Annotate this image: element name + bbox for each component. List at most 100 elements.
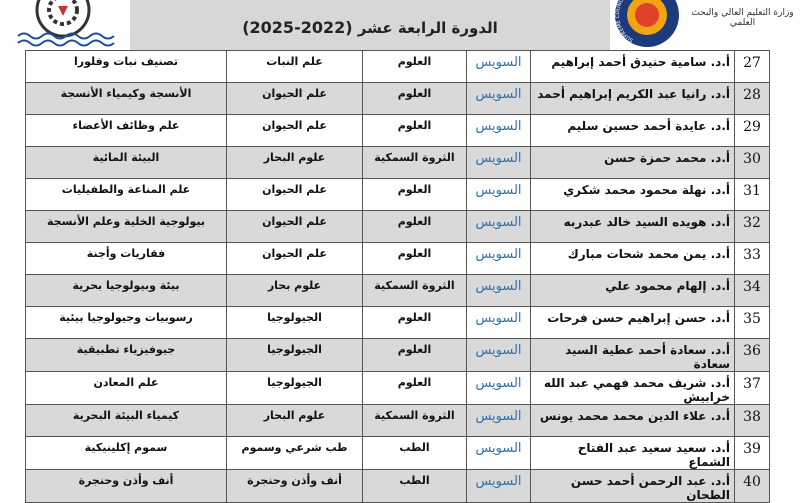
professor-name: أ.د. سعادة أحمد عطية السيد سعادة <box>530 338 735 372</box>
faculty-cell: الطب <box>362 436 467 470</box>
specialization-cell: بيولوجية الخلية وعلم الأنسجة <box>25 210 227 243</box>
table-row: 27 أ.د. سامية حنيدق أحمد إبراهيم السويس الع… <box>25 50 770 83</box>
professor-name: أ.د. سامية حنيدق أحمد إبراهيم <box>530 50 735 83</box>
specialization-cell: علم المناعة والطفيليات <box>25 178 227 211</box>
subtitle-years: (2022-2025) <box>242 18 353 37</box>
professor-name: أ.د. محمد حمزة حسن <box>530 146 735 179</box>
specialization-cell: سموم إكلينيكية <box>25 436 227 470</box>
page-subtitle: الدورة الرابعة عشر (2022-2025) <box>130 18 610 37</box>
specialization-cell: علم وظائف الأعضاء <box>25 114 227 147</box>
table-row: 29 أ.د. عايدة أحمد حسين سليم السويس العلوم ع… <box>25 114 770 147</box>
row-number: 38 <box>734 404 770 437</box>
row-number: 28 <box>734 82 770 115</box>
department-cell: علوم البحار <box>226 146 363 179</box>
university-cell: السويس <box>466 306 531 339</box>
faculty-cell: الثروة السمكية <box>362 404 467 437</box>
row-number: 35 <box>734 306 770 339</box>
table-row: 39 أ.د. سعيد سعيد عبد الفتاح الشماع السويس… <box>25 436 770 470</box>
faculty-cell: الثروة السمكية <box>362 146 467 179</box>
department-cell: علم الحيوان <box>226 82 363 115</box>
specialization-cell: أنف وأذن وحنجرة <box>25 469 227 503</box>
department-cell: علوم البحار <box>226 404 363 437</box>
specialization-cell: البيئة المائية <box>25 146 227 179</box>
supreme-council-logo: SUPREME COUNCIL OF UNIVERSITIES <box>615 0 679 47</box>
row-number: 39 <box>734 436 770 470</box>
professor-name: أ.د. حسن إبراهيم حسن فرحات <box>530 306 735 339</box>
university-cell: السويس <box>466 114 531 147</box>
table-row: 40 أ.د. عبد الرحمن أحمد حسن الطحان السويس ا… <box>25 469 770 503</box>
specialization-cell: علم المعادن <box>25 371 227 405</box>
university-cell: السويس <box>466 210 531 243</box>
specialization-cell: تصنيف نبات وفلورا <box>25 50 227 83</box>
faculty-cell: العلوم <box>362 178 467 211</box>
specialization-cell: كيمياء البيئة البحرية <box>25 404 227 437</box>
table-row: 33 أ.د. يمن محمد شحات مبارك السويس العلوم عل… <box>25 242 770 275</box>
row-number: 34 <box>734 274 770 307</box>
faculty-cell: العلوم <box>362 338 467 372</box>
professors-table: 27 أ.د. سامية حنيدق أحمد إبراهيم السويس الع… <box>25 50 770 503</box>
row-number: 27 <box>734 50 770 83</box>
professor-name: أ.د. هويده السيد خالد عبدربه <box>530 210 735 243</box>
university-cell: السويس <box>466 82 531 115</box>
specialization-cell: بيئة وبيولوجيا بحرية <box>25 274 227 307</box>
table-row: 35 أ.د. حسن إبراهيم حسن فرحات السويس العلوم… <box>25 306 770 339</box>
faculty-cell: العلوم <box>362 50 467 83</box>
university-cell: السويس <box>466 338 531 372</box>
university-cell: السويس <box>466 178 531 211</box>
professor-name: أ.د. عايدة أحمد حسين سليم <box>530 114 735 147</box>
department-cell: طب شرعي وسموم <box>226 436 363 470</box>
department-cell: علم الحيوان <box>226 242 363 275</box>
specialization-cell: الأنسجة وكيمياء الأنسجة <box>25 82 227 115</box>
faculty-cell: العلوم <box>362 242 467 275</box>
professor-name: أ.د. عبد الرحمن أحمد حسن الطحان <box>530 469 735 503</box>
row-number: 33 <box>734 242 770 275</box>
faculty-cell: العلوم <box>362 114 467 147</box>
specialization-cell: رسوبيات وجيولوجيا بيئية <box>25 306 227 339</box>
professor-name: أ.د. رانيا عبد الكريم إبراهيم أحمد <box>530 82 735 115</box>
department-cell: علم النبات <box>226 50 363 83</box>
faculty-cell: العلوم <box>362 210 467 243</box>
faculty-cell: العلوم <box>362 371 467 405</box>
department-cell: أنف وأذن وحنجرة <box>226 469 363 503</box>
ministry-logo-text: وزارة التعليم العالي والبحث العلمي <box>691 8 794 28</box>
row-number: 36 <box>734 338 770 372</box>
table-row: 30 أ.د. محمد حمزة حسن السويس الثروة السمكية… <box>25 146 770 179</box>
faculty-cell: الطب <box>362 469 467 503</box>
university-cell: السويس <box>466 274 531 307</box>
department-cell: الجيولوجيا <box>226 338 363 372</box>
university-cell: السويس <box>466 50 531 83</box>
faculty-cell: العلوم <box>362 82 467 115</box>
row-number: 31 <box>734 178 770 211</box>
department-cell: علوم بحار <box>226 274 363 307</box>
university-cell: السويس <box>466 146 531 179</box>
professor-name: أ.د. إلهام محمود علي <box>530 274 735 307</box>
table-row: 34 أ.د. إلهام محمود علي السويس الثروة السمك… <box>25 274 770 307</box>
professor-name: أ.د. يمن محمد شحات مبارك <box>530 242 735 275</box>
faculty-cell: العلوم <box>362 306 467 339</box>
row-number: 29 <box>734 114 770 147</box>
professor-name: أ.د. نهلة محمود محمد شكري <box>530 178 735 211</box>
table-row: 32 أ.د. هويده السيد خالد عبدربه السويس العل… <box>25 210 770 243</box>
department-cell: علم الحيوان <box>226 210 363 243</box>
header-band <box>130 0 610 50</box>
professor-name: أ.د. شريف محمد فهمي عبد الله خرابيش <box>530 371 735 405</box>
row-number: 40 <box>734 469 770 503</box>
row-number: 30 <box>734 146 770 179</box>
subtitle-text: الدورة الرابعة عشر <box>357 19 498 37</box>
professor-name: أ.د. سعيد سعيد عبد الفتاح الشماع <box>530 436 735 470</box>
department-cell: علم الحيوان <box>226 178 363 211</box>
row-number: 32 <box>734 210 770 243</box>
table-row: 31 أ.د. نهلة محمود محمد شكري السويس العلوم ع… <box>25 178 770 211</box>
table-row: 37 أ.د. شريف محمد فهمي عبد الله خرابيش الس… <box>25 371 770 405</box>
university-cell: السويس <box>466 404 531 437</box>
university-cell: السويس <box>466 469 531 503</box>
row-number: 37 <box>734 371 770 405</box>
department-cell: الجيولوجيا <box>226 306 363 339</box>
faculty-cell: الثروة السمكية <box>362 274 467 307</box>
suez-university-logo <box>17 0 115 47</box>
university-cell: السويس <box>466 436 531 470</box>
professor-name: أ.د. علاء الدين محمد محمد يونس <box>530 404 735 437</box>
specialization-cell: جيوفيزياء تطبيقية <box>25 338 227 372</box>
department-cell: علم الحيوان <box>226 114 363 147</box>
university-cell: السويس <box>466 242 531 275</box>
